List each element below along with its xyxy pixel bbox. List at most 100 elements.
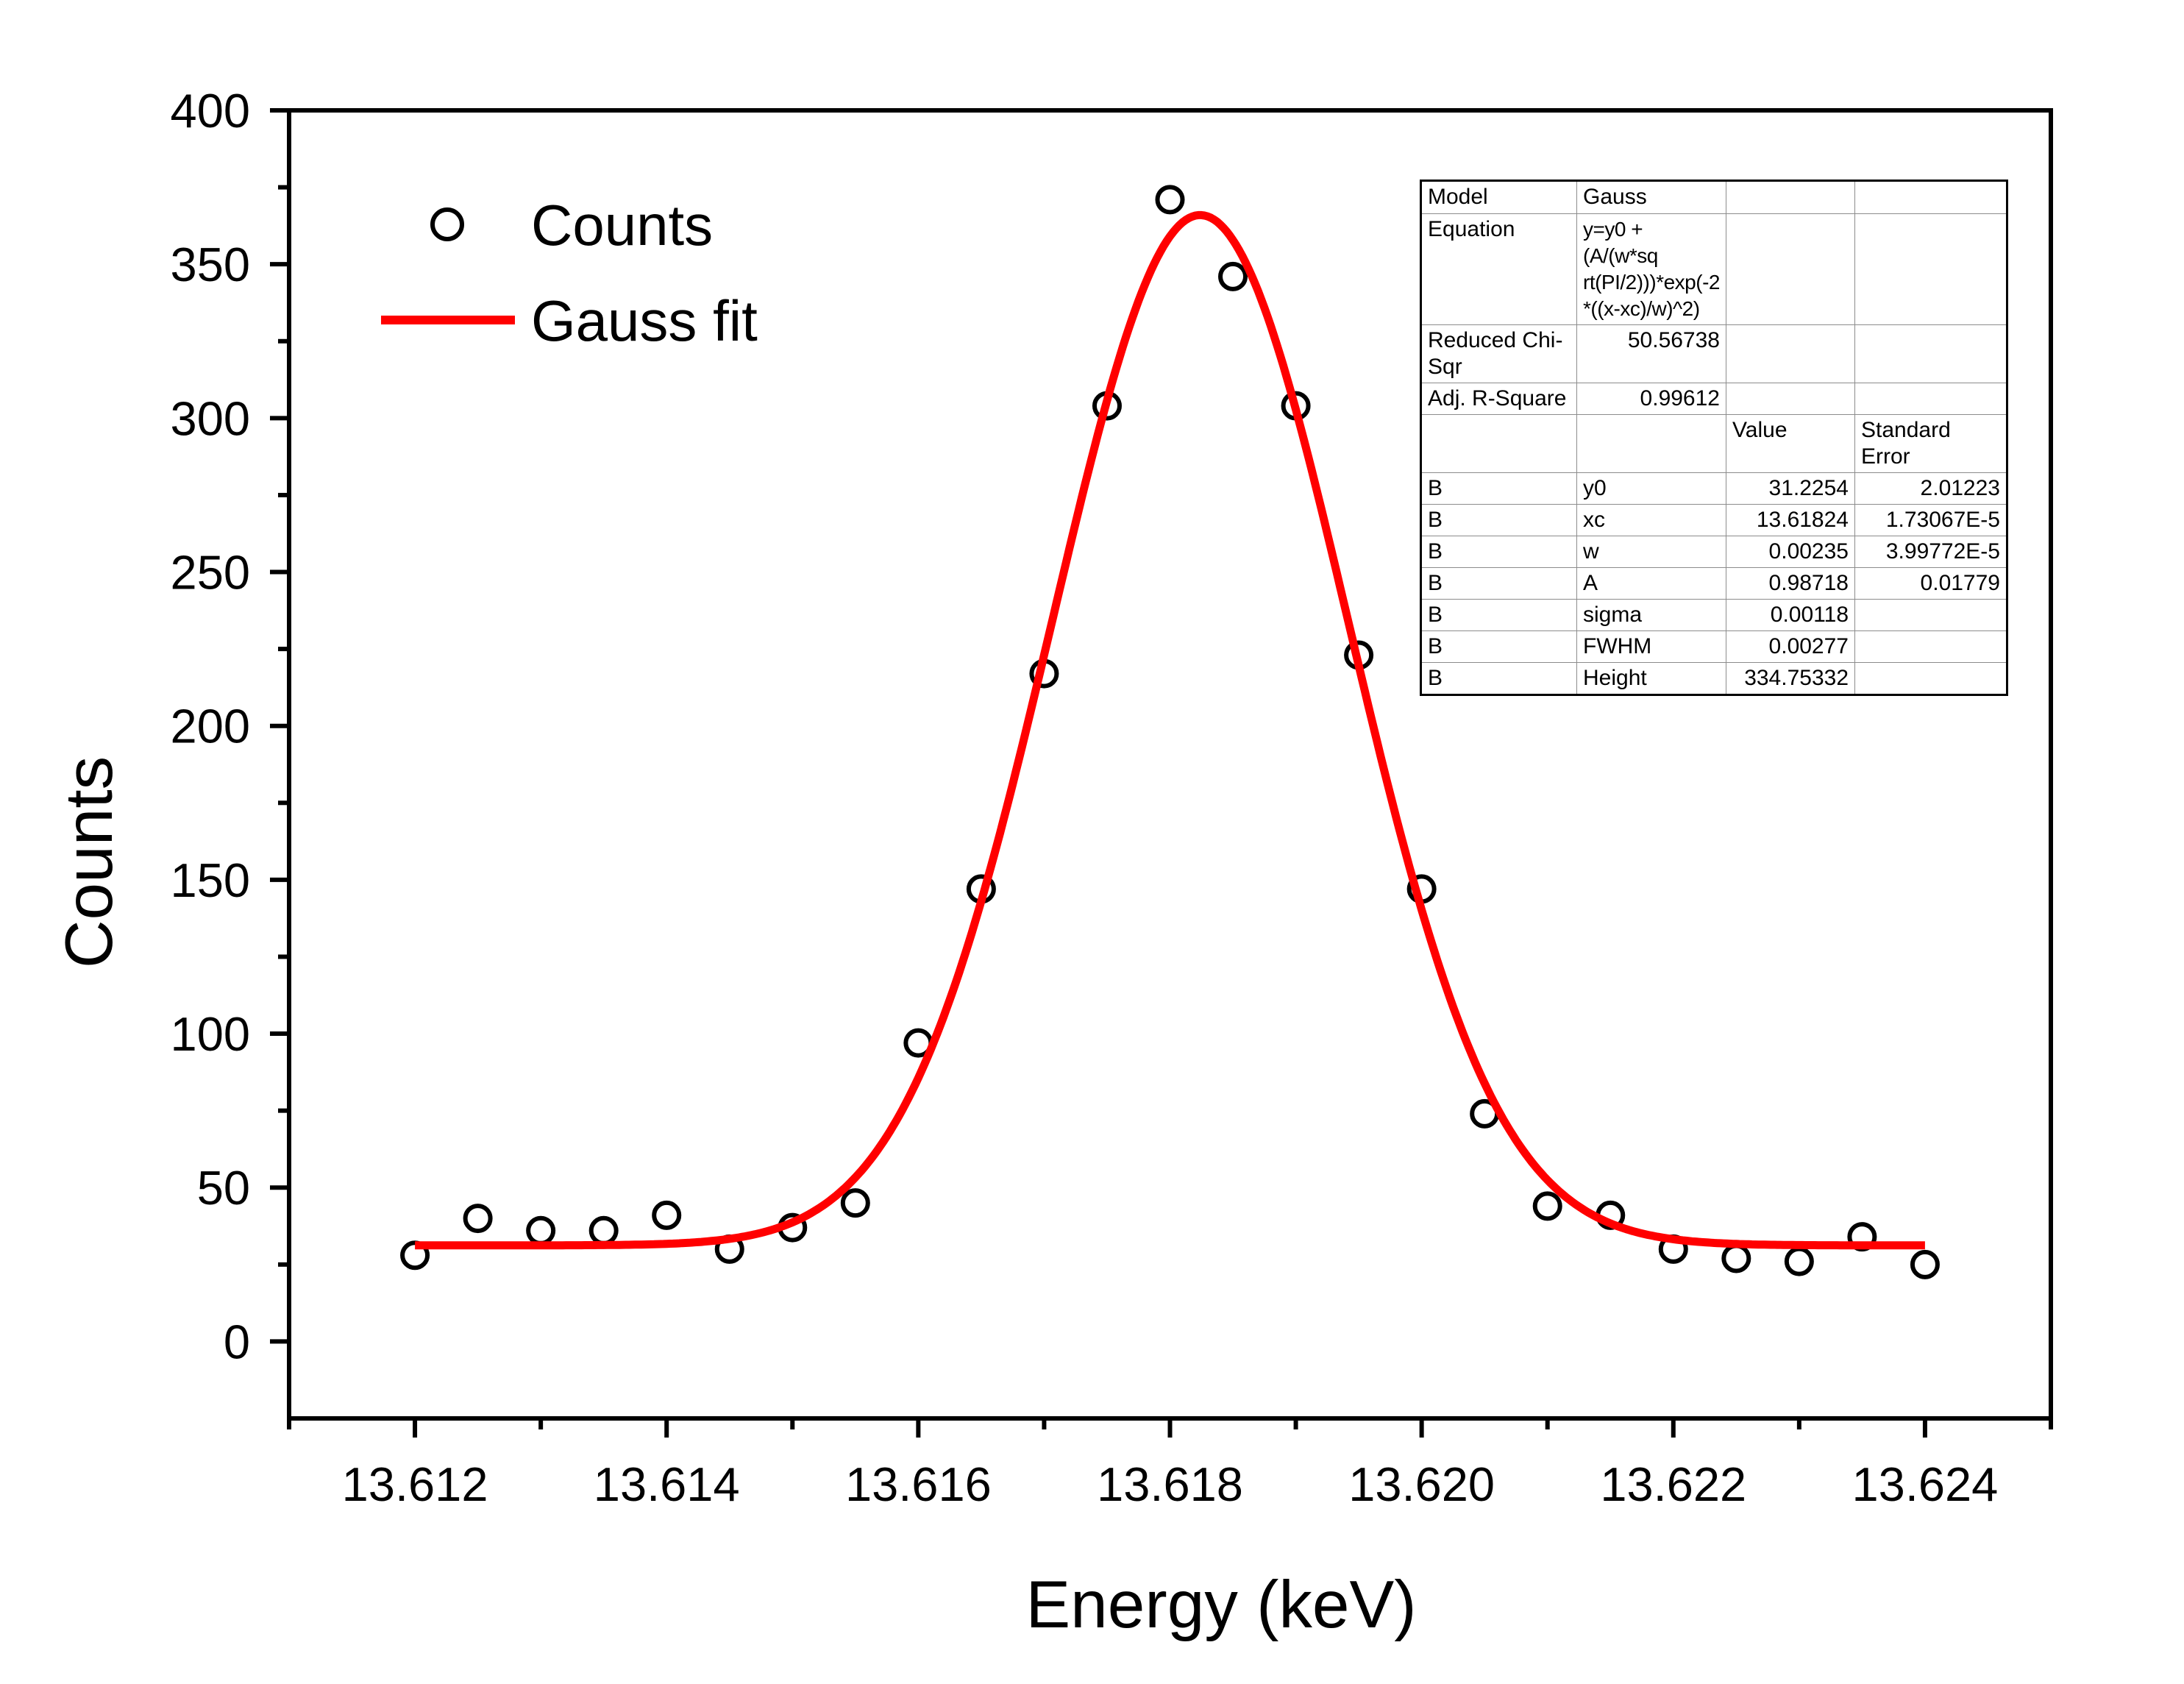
y-tick-label: 350	[171, 238, 250, 291]
x-tick-label: 13.614	[594, 1457, 740, 1511]
data-point-circle	[526, 1215, 556, 1246]
table-cell: 1.73067E-5	[1854, 504, 2007, 536]
y-tick-label: 0	[224, 1315, 250, 1368]
y-tick-label: 300	[171, 391, 250, 445]
y-tick-label: 200	[171, 700, 250, 753]
table-cell: 334.75332	[1726, 662, 1855, 695]
table-cell	[1854, 213, 2007, 325]
x-tick-label: 13.624	[1852, 1457, 1999, 1511]
table-cell: Gauss	[1576, 180, 1726, 214]
x-tick-label: 13.622	[1600, 1457, 1746, 1511]
data-point-circle	[1910, 1249, 1940, 1279]
table-cell: xc	[1576, 504, 1726, 536]
data-point-circle	[400, 1240, 430, 1271]
table-cell: B	[1420, 536, 1577, 568]
y-tick-label: 50	[197, 1161, 250, 1215]
y-tick-label: 100	[171, 1007, 250, 1061]
legend-counts-label: Counts	[531, 193, 713, 257]
legend-gauss-fit-label: Gauss fit	[531, 288, 758, 353]
axis-ticks	[270, 108, 2053, 1438]
table-cell: 2.01223	[1854, 472, 2007, 505]
table-cell: B	[1420, 599, 1577, 631]
table-cell	[1726, 180, 1855, 214]
table-row-adj-r-square: Adj. R-Square 0.99612	[1420, 383, 2007, 415]
table-cell	[1420, 414, 1577, 473]
table-cell: B	[1420, 504, 1577, 536]
table-cell: Equation	[1420, 213, 1577, 325]
data-point-circle	[588, 1215, 619, 1246]
table-row-param-height: B Height 334.75332	[1420, 662, 2007, 695]
table-cell: B	[1420, 662, 1577, 695]
table-cell	[1854, 599, 2007, 631]
x-tick-label: 13.620	[1348, 1457, 1495, 1511]
table-cell: y=y0 + (A/(w*sq rt(PI/2)))*exp(-2 *((x-x…	[1576, 213, 1726, 325]
data-point-circle	[1784, 1246, 1814, 1276]
table-cell: Height	[1576, 662, 1726, 695]
table-cell: Reduced Chi-Sqr	[1420, 324, 1577, 383]
table-cell: sigma	[1576, 599, 1726, 631]
table-row-equation: Equation y=y0 + (A/(w*sq rt(PI/2)))*exp(-…	[1420, 213, 2007, 325]
y-tick-label: 150	[171, 853, 250, 907]
gauss-fit-curve	[413, 210, 1927, 1250]
fit-results-table: Model Gauss Equation y=y0 + (A/(w*sq rt(PI/…	[1420, 180, 2008, 696]
axis-tick-labels: 13.612 13.614 13.616 13.618 13.620 13.622 13.6…	[171, 84, 1999, 1511]
table-cell	[1854, 630, 2007, 663]
table-row-model: Model Gauss	[1420, 180, 2007, 214]
table-cell: 0.00235	[1726, 536, 1855, 568]
x-tick-label: 13.618	[1097, 1457, 1243, 1511]
data-point-circle	[1218, 261, 1248, 291]
table-cell: 13.61824	[1726, 504, 1855, 536]
table-cell: 0.00277	[1726, 630, 1855, 663]
data-point-circle	[1721, 1243, 1751, 1273]
table-header-row: Value Standard Error	[1420, 414, 2007, 473]
data-point-circle	[840, 1188, 870, 1218]
table-cell: 31.2254	[1726, 472, 1855, 505]
table-cell	[1726, 213, 1855, 325]
table-cell	[1576, 414, 1726, 473]
table-cell	[1854, 324, 2007, 383]
table-row-reduced-chi-sqr: Reduced Chi-Sqr 50.56738	[1420, 324, 2007, 383]
table-cell: 3.99772E-5	[1854, 536, 2007, 568]
x-tick-label: 13.612	[342, 1457, 488, 1511]
table-cell: B	[1420, 630, 1577, 663]
y-tick-label: 400	[171, 84, 250, 138]
table-cell: Value	[1726, 414, 1855, 473]
table-cell: 0.98718	[1726, 567, 1855, 600]
table-cell: y0	[1576, 472, 1726, 505]
table-cell: B	[1420, 472, 1577, 505]
table-cell	[1854, 383, 2007, 415]
table-cell	[1854, 662, 2007, 695]
table-cell: 0.01779	[1854, 567, 2007, 600]
data-point-circle	[1532, 1191, 1562, 1221]
table-cell: 0.99612	[1576, 383, 1726, 415]
legend: Counts Gauss fit	[381, 193, 758, 353]
table-cell: 0.00118	[1726, 599, 1855, 631]
table-cell	[1726, 324, 1855, 383]
data-point-circle	[463, 1204, 493, 1234]
fit-results-grid: Model Gauss Equation y=y0 + (A/(w*sq rt(PI/…	[1420, 180, 2008, 696]
data-point-circle	[1155, 185, 1185, 215]
y-tick-label: 250	[171, 546, 250, 600]
table-cell: Adj. R-Square	[1420, 383, 1577, 415]
table-row-param-a: B A 0.98718 0.01779	[1420, 567, 2007, 600]
x-axis-title: Energy (keV)	[1025, 1568, 1416, 1642]
y-axis-title: Counts	[52, 756, 127, 968]
table-cell: A	[1576, 567, 1726, 600]
legend-counts-marker-icon	[430, 207, 464, 241]
table-cell: Standard Error	[1854, 414, 2007, 473]
x-tick-label: 13.616	[845, 1457, 992, 1511]
table-cell: FWHM	[1576, 630, 1726, 663]
table-cell	[1726, 383, 1855, 415]
table-cell	[1854, 180, 2007, 214]
table-row-param-fwhm: B FWHM 0.00277	[1420, 630, 2007, 663]
table-cell: 50.56738	[1576, 324, 1726, 383]
table-cell: w	[1576, 536, 1726, 568]
table-cell: B	[1420, 567, 1577, 600]
table-cell: Model	[1420, 180, 1577, 214]
